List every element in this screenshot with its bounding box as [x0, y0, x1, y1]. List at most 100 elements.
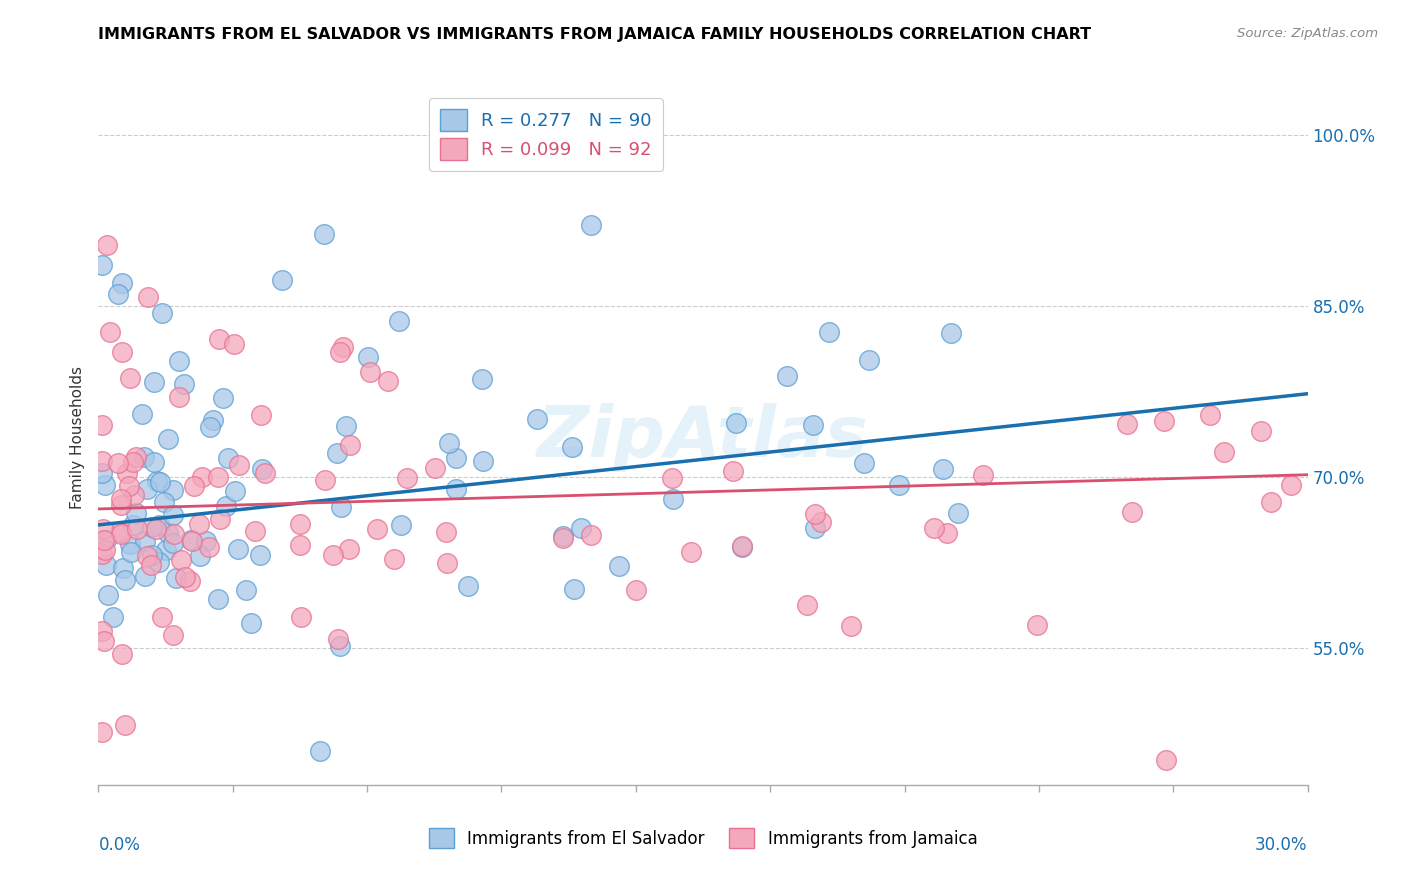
Point — [384, 552, 406, 566]
Point — [326, 446, 349, 460]
Point — [118, 370, 141, 384]
Point — [887, 478, 910, 492]
Point — [136, 290, 159, 304]
Point — [457, 579, 479, 593]
Point — [217, 451, 239, 466]
Point — [339, 438, 361, 452]
Point — [134, 450, 156, 464]
Point — [91, 467, 114, 481]
Point — [551, 531, 574, 545]
Point — [796, 598, 818, 612]
Point — [254, 466, 277, 480]
Point — [180, 533, 202, 547]
Point — [91, 547, 114, 561]
Point — [1213, 445, 1236, 459]
Point — [1198, 408, 1220, 422]
Point — [444, 451, 467, 466]
Point — [148, 555, 170, 569]
Point — [818, 326, 841, 340]
Point — [173, 570, 195, 584]
Point — [329, 639, 352, 653]
Point — [924, 521, 946, 535]
Point — [314, 227, 336, 241]
Point — [359, 365, 381, 379]
Point — [141, 520, 163, 534]
Point — [94, 478, 117, 492]
Point — [91, 725, 114, 739]
Point — [107, 456, 129, 470]
Point — [195, 534, 218, 549]
Point — [157, 433, 180, 447]
Point — [249, 549, 271, 563]
Point — [201, 413, 224, 427]
Point — [235, 582, 257, 597]
Point — [149, 475, 172, 489]
Point — [125, 450, 148, 464]
Point — [145, 522, 167, 536]
Point — [579, 528, 602, 542]
Point — [226, 541, 249, 556]
Point — [721, 464, 744, 478]
Point — [141, 548, 163, 562]
Point — [389, 518, 412, 533]
Point — [357, 351, 380, 365]
Point — [329, 500, 352, 514]
Point — [111, 647, 134, 661]
Y-axis label: Family Households: Family Households — [69, 366, 84, 508]
Point — [1026, 617, 1049, 632]
Point — [121, 518, 143, 533]
Point — [662, 492, 685, 507]
Point — [145, 474, 167, 488]
Point — [377, 374, 399, 388]
Point — [1115, 417, 1137, 431]
Point — [224, 483, 246, 498]
Point — [439, 435, 461, 450]
Point — [162, 628, 184, 642]
Point — [1279, 477, 1302, 491]
Point — [163, 527, 186, 541]
Point — [222, 336, 245, 351]
Point — [115, 466, 138, 480]
Point — [1153, 414, 1175, 428]
Point — [110, 276, 132, 290]
Point — [93, 633, 115, 648]
Point — [167, 390, 190, 404]
Point — [679, 544, 702, 558]
Point — [173, 377, 195, 392]
Point — [932, 462, 955, 476]
Point — [107, 287, 129, 301]
Point — [436, 556, 458, 570]
Point — [91, 522, 114, 536]
Point — [562, 582, 585, 597]
Point — [142, 455, 165, 469]
Point — [96, 533, 118, 547]
Point — [471, 453, 494, 467]
Point — [93, 533, 115, 547]
Point — [96, 237, 118, 252]
Point — [110, 498, 132, 512]
Point — [208, 511, 231, 525]
Point — [434, 524, 457, 539]
Point — [245, 524, 267, 539]
Point — [121, 455, 143, 469]
Point — [114, 573, 136, 587]
Point — [526, 412, 548, 426]
Point — [322, 549, 344, 563]
Point — [125, 506, 148, 520]
Point — [91, 418, 114, 433]
Point — [270, 273, 292, 287]
Point — [388, 314, 411, 328]
Point — [134, 534, 156, 549]
Point — [852, 456, 875, 470]
Point — [810, 515, 832, 529]
Point — [125, 522, 148, 536]
Point — [120, 545, 142, 559]
Point — [153, 495, 176, 509]
Point — [972, 468, 994, 483]
Point — [1121, 505, 1143, 519]
Point — [328, 632, 350, 647]
Point — [165, 571, 187, 585]
Point — [626, 583, 648, 598]
Point — [100, 326, 122, 340]
Point — [804, 521, 827, 535]
